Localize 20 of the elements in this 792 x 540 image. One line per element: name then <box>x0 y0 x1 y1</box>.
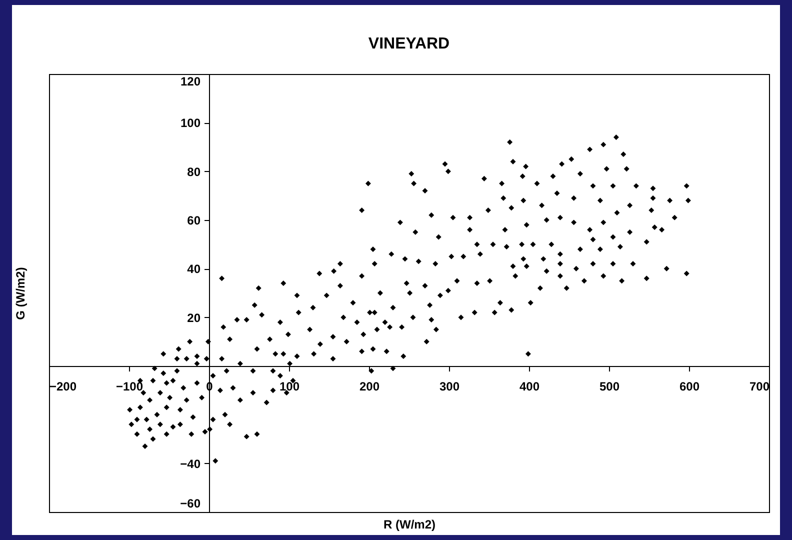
x-tick-label: 400 <box>519 380 540 394</box>
x-tick-label: 100 <box>279 380 300 394</box>
x-tick-label: 200 <box>359 380 380 394</box>
y-tick-label: −40 <box>180 456 201 471</box>
y-tick-label: 20 <box>187 310 201 325</box>
x-tick-label: −100 <box>116 380 144 394</box>
y-tick-label: −60 <box>180 496 201 510</box>
y-axis-title: G (W/m2) <box>14 267 28 320</box>
x-axis-title: R (W/m2) <box>384 518 436 532</box>
x-tick-label: 700 <box>749 380 770 394</box>
y-tick-label: 80 <box>187 164 201 179</box>
y-tick-label: 120 <box>180 74 201 88</box>
y-tick-label: 100 <box>180 116 201 130</box>
x-tick-label: 500 <box>599 380 620 394</box>
y-tick-label: 40 <box>187 262 201 276</box>
x-tick-label: −200 <box>50 380 77 394</box>
x-tick-label: 600 <box>679 380 700 394</box>
x-tick-label: 300 <box>439 380 460 394</box>
y-tick-label: 60 <box>187 214 201 228</box>
chart-title: VINEYARD <box>368 36 450 52</box>
